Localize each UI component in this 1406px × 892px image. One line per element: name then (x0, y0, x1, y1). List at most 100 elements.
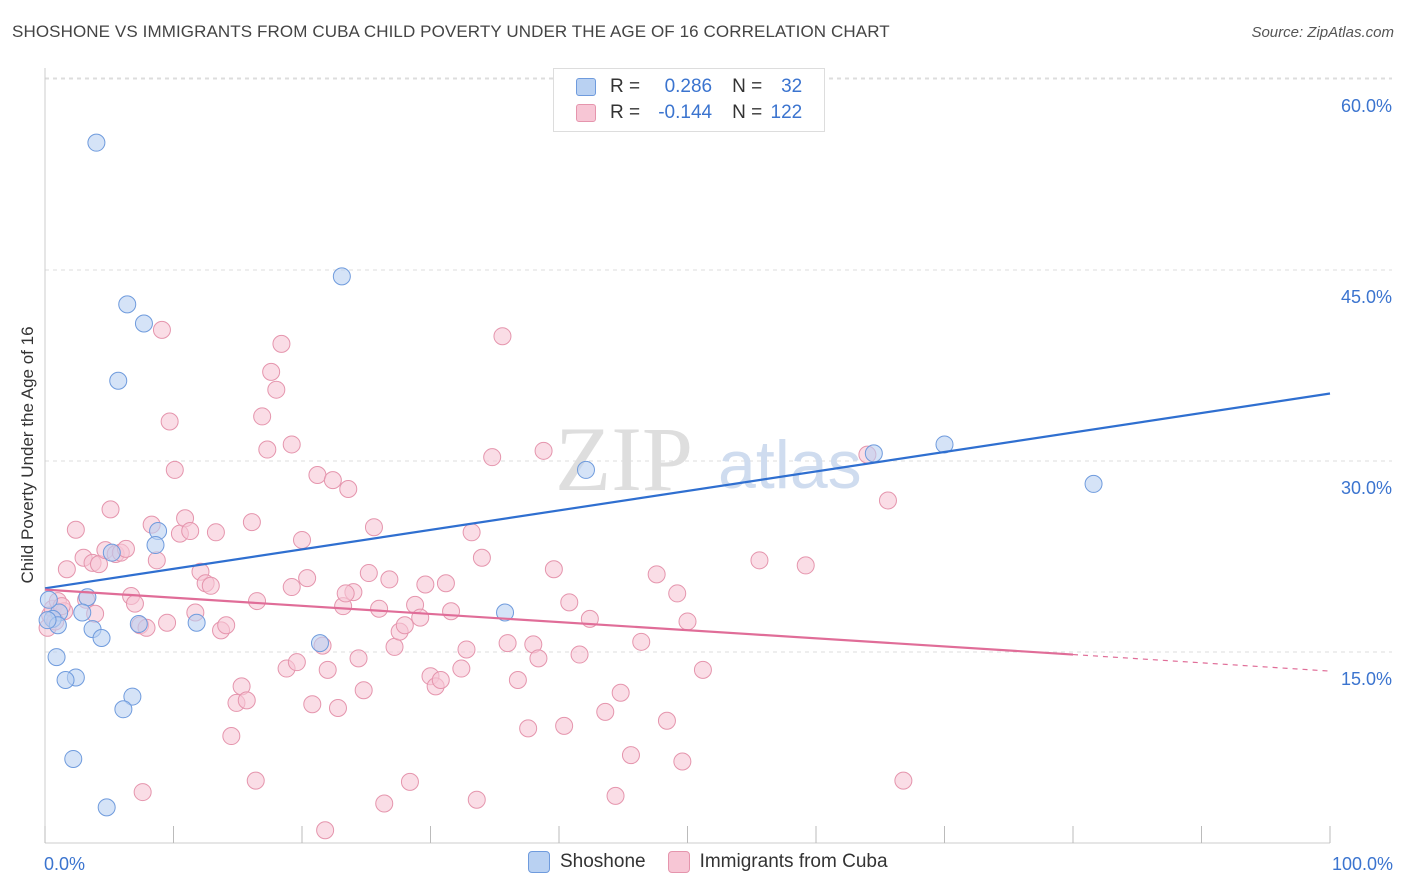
cuba-point (125, 594, 144, 613)
watermark-atlas: atlas (718, 427, 862, 503)
legend-r-value-shoshone: 0.286 (664, 76, 713, 97)
y-tick-label: 60.0% (1341, 96, 1392, 116)
cuba-point (411, 608, 430, 627)
legend-n-label: N = (732, 76, 763, 97)
cuba-point (750, 551, 769, 570)
cuba-point (483, 448, 502, 467)
cuba-point (668, 584, 687, 603)
legend-r-value-cuba: -0.144 (658, 102, 713, 123)
legend-label-shoshone: Shoshone (560, 851, 646, 872)
shoshone-point (97, 798, 116, 817)
series-shoshone-points (38, 133, 1103, 817)
cuba-point (246, 771, 265, 790)
cuba-point (442, 602, 461, 621)
cuba-point (370, 599, 389, 618)
axis-layer: 15.0% 30.0% 45.0% 60.0% 0.0% 100.0% (44, 68, 1393, 874)
shoshone-point (134, 314, 153, 333)
cuba-point (359, 564, 378, 583)
y-tick-label: 15.0% (1341, 669, 1392, 689)
grid-layer (45, 77, 1392, 653)
cuba-point (621, 746, 640, 765)
cuba-point (165, 460, 184, 479)
legend-n-value-cuba: 122 (770, 102, 803, 123)
shoshone-point (332, 267, 351, 286)
cuba-point (316, 821, 335, 840)
cuba-point (508, 671, 527, 690)
cuba-point (217, 616, 236, 635)
cuba-point (878, 491, 897, 510)
legend-row-cuba: R = -0.144 N = 122 (576, 100, 802, 126)
cuba-point (253, 407, 272, 426)
shoshone-point (47, 648, 66, 667)
legend-n-label: N = (732, 102, 763, 123)
legend-item-cuba[interactable]: Immigrants from Cuba (667, 851, 888, 873)
cuba-point (201, 576, 220, 595)
cuba-point (293, 530, 311, 549)
cuba-point (529, 649, 548, 668)
trend-line-shoshone (44, 392, 1331, 590)
cuba-point (647, 565, 666, 584)
cuba-point (222, 727, 241, 746)
legend-n-value-shoshone: 32 (781, 76, 803, 97)
legend-swatch-cuba (667, 851, 690, 873)
cuba-point (498, 634, 517, 653)
shoshone-point (92, 628, 111, 647)
shoshone-point (109, 371, 128, 390)
cuba-point (462, 523, 481, 542)
cuba-point (101, 500, 120, 519)
cuba-point (611, 683, 630, 702)
cuba-point (385, 637, 404, 656)
shoshone-point (146, 536, 165, 555)
watermark: ZIP atlas (555, 408, 862, 510)
cuba-point (318, 660, 337, 679)
x-tick-label-max: 100.0% (1332, 854, 1393, 874)
cuba-point (894, 771, 913, 790)
cuba-point (596, 702, 615, 721)
trend-line-cuba-extrapolated (1072, 653, 1331, 672)
cuba-point (380, 570, 399, 589)
series-immigrants-from-cuba-points (38, 320, 913, 840)
cuba-point (364, 518, 383, 537)
cuba-point (66, 520, 85, 539)
shoshone-point (187, 613, 206, 632)
cuba-point (375, 794, 394, 813)
cuba-point (287, 653, 306, 672)
cuba-point (632, 632, 651, 651)
cuba-point (534, 441, 553, 460)
cuba-point (336, 584, 355, 603)
cuba-point (298, 569, 317, 588)
watermark-zip: ZIP (555, 408, 693, 510)
legend-swatch-shoshone (528, 851, 550, 873)
cuba-point (452, 659, 471, 678)
cuba-point (544, 560, 563, 579)
shoshone-point (496, 603, 515, 622)
cuba-point (493, 327, 512, 346)
cuba-point (796, 556, 815, 575)
shoshone-point (73, 603, 92, 622)
cuba-point (133, 783, 152, 802)
shoshone-point (123, 687, 142, 706)
shoshone-point (1084, 474, 1103, 493)
shoshone-point (118, 295, 137, 314)
cuba-point (57, 560, 76, 579)
cuba-point (416, 575, 435, 594)
cuba-point (308, 466, 327, 485)
cuba-point (436, 574, 455, 593)
legend-r-label: R = (610, 102, 641, 123)
cuba-point (282, 578, 301, 597)
cuba-point (400, 772, 419, 791)
cuba-point (560, 593, 579, 612)
cuba-point (262, 362, 281, 381)
cuba-point (160, 412, 179, 431)
cuba-point (606, 786, 625, 805)
cuba-point (303, 695, 322, 714)
cuba-point (467, 790, 486, 809)
cuba-point (457, 640, 476, 659)
cuba-point (267, 380, 286, 399)
legend-r-label: R = (610, 76, 641, 97)
legend-item-shoshone[interactable]: Shoshone (528, 851, 646, 873)
legend-row-shoshone: R = 0.286 N = 32 (576, 74, 802, 100)
shoshone-point (310, 634, 329, 653)
cuba-point (472, 548, 491, 567)
